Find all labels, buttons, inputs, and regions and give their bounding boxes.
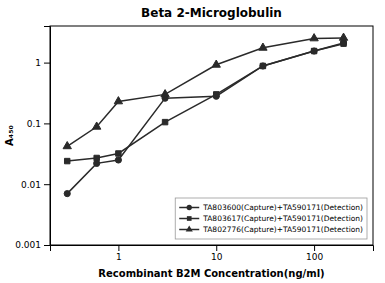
series	[64, 41, 346, 164]
y-tick: 0.01	[21, 180, 50, 190]
marks	[63, 33, 348, 197]
x-tick-label: 1	[116, 252, 122, 262]
plot-area: 1 10 100 0.001 0.01 0.1 1 TA803600(Capture)+TA5…	[15, 26, 373, 262]
x-axis-line	[51, 246, 374, 252]
x-axis: 1 10 100	[51, 245, 374, 262]
y-tick-mark	[44, 245, 50, 246]
data-point	[94, 155, 99, 160]
data-point	[63, 142, 71, 149]
data-point	[311, 48, 316, 53]
chart-title: Beta 2-Microglobulin	[141, 6, 282, 20]
x-tick-label: 10	[211, 252, 223, 262]
series-line	[67, 38, 343, 146]
x-tick: 100	[306, 245, 323, 262]
y-tick-label: 1	[35, 58, 41, 68]
x-tick-label: 100	[306, 252, 323, 262]
y-axis-title: A₄₅₀	[4, 125, 15, 146]
x-tick: 10	[211, 245, 223, 262]
legend-marker	[187, 205, 192, 210]
series-line	[67, 44, 343, 161]
data-point	[259, 43, 267, 50]
data-point	[260, 63, 265, 68]
legend: TA803600(Capture)+TA590171(Detection) TA8…	[175, 198, 367, 239]
data-point	[162, 119, 167, 124]
legend-label: TA802776(Capture)+TA590171(Detection)	[202, 225, 363, 234]
x-tick: 1	[116, 245, 122, 262]
x-tick-mark	[216, 245, 217, 251]
data-point	[114, 97, 122, 104]
data-point	[310, 34, 318, 41]
data-point	[311, 48, 317, 54]
legend-marker	[186, 225, 193, 231]
data-point	[260, 63, 266, 69]
data-point	[64, 191, 70, 197]
x-tick-mark	[314, 245, 315, 251]
legend-item: TA803600(Capture)+TA590171(Detection)	[179, 203, 363, 212]
y-tick: 0.1	[27, 119, 50, 129]
data-point	[93, 122, 101, 129]
plot-frame	[50, 26, 373, 245]
y-tick-label: 0.001	[15, 240, 41, 250]
legend-box	[175, 198, 367, 239]
x-tick-mark	[118, 245, 119, 251]
y-tick: 1	[35, 58, 50, 68]
chart-container: 1 10 100 0.001 0.01 0.1 1 TA803600(Capture)+TA5…	[0, 0, 385, 283]
x-axis-title: Recombinant B2M Concentration(ng/ml)	[98, 268, 324, 279]
legend-label: TA803617(Capture)+TA590171(Detection)	[202, 214, 363, 223]
y-axis-line	[44, 27, 51, 246]
y-tick-label: 0.1	[27, 119, 41, 129]
data-point	[212, 60, 220, 67]
series	[64, 40, 346, 197]
data-point	[339, 33, 347, 40]
data-point	[94, 160, 100, 166]
series	[63, 33, 348, 149]
data-point	[116, 151, 121, 156]
data-point	[341, 41, 346, 46]
legend-item: TA802776(Capture)+TA590171(Detection)	[179, 225, 363, 234]
chart-svg: 1 10 100 0.001 0.01 0.1 1 TA803600(Capture)+TA5…	[0, 0, 385, 283]
y-tick-mark	[44, 63, 50, 64]
data-point	[340, 40, 346, 46]
series-line	[67, 43, 343, 194]
y-tick-mark	[44, 123, 50, 124]
legend-item: TA803617(Capture)+TA590171(Detection)	[179, 214, 363, 223]
legend-label: TA803600(Capture)+TA590171(Detection)	[202, 203, 363, 212]
data-point	[214, 92, 219, 97]
legend-marker	[187, 216, 192, 221]
y-tick: 0.001	[15, 240, 50, 250]
data-point	[64, 158, 69, 163]
data-point	[115, 157, 121, 163]
y-tick-mark	[44, 184, 50, 185]
y-tick-label: 0.01	[21, 180, 41, 190]
y-axis: 0.001 0.01 0.1 1	[15, 27, 50, 251]
data-point	[161, 90, 169, 97]
